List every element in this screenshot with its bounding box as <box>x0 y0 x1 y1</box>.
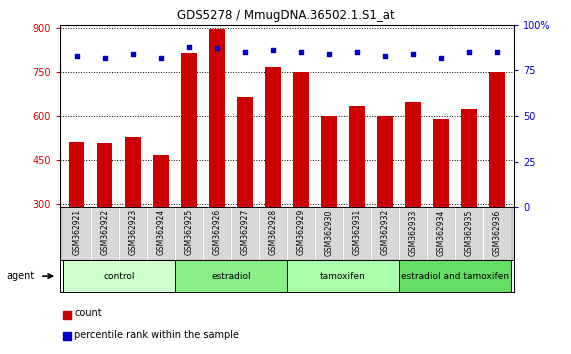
Point <box>184 44 194 50</box>
Text: estradiol: estradiol <box>211 272 251 281</box>
Text: GSM362930: GSM362930 <box>324 209 333 256</box>
Point <box>493 49 502 55</box>
Bar <box>63 311 71 319</box>
Bar <box>69 142 85 207</box>
Bar <box>287 260 399 292</box>
Text: GSM362931: GSM362931 <box>352 209 361 256</box>
Bar <box>316 208 343 259</box>
Text: GSM362926: GSM362926 <box>212 209 222 256</box>
Bar <box>147 208 174 259</box>
Text: GSM362921: GSM362921 <box>73 209 81 255</box>
Bar <box>265 67 280 207</box>
Point <box>240 49 250 55</box>
Bar <box>63 332 71 340</box>
Bar <box>175 208 202 259</box>
Point <box>436 55 445 61</box>
Bar <box>153 155 168 207</box>
Text: percentile rank within the sample: percentile rank within the sample <box>74 330 239 339</box>
Bar <box>63 260 175 292</box>
Text: GSM362934: GSM362934 <box>437 209 445 256</box>
Text: GSM362925: GSM362925 <box>184 209 194 256</box>
Bar <box>372 208 399 259</box>
Bar <box>433 119 449 207</box>
Bar <box>405 102 421 207</box>
Point <box>72 53 81 59</box>
Text: GSM362936: GSM362936 <box>493 209 501 256</box>
Bar <box>209 29 224 207</box>
Bar <box>119 208 146 259</box>
Text: agent: agent <box>7 271 35 281</box>
Text: GSM362929: GSM362929 <box>296 209 305 256</box>
Text: GSM362922: GSM362922 <box>100 209 109 255</box>
Text: GSM362924: GSM362924 <box>156 209 166 256</box>
Bar <box>377 116 393 207</box>
Text: GSM362923: GSM362923 <box>128 209 137 256</box>
Text: control: control <box>103 272 135 281</box>
Text: GSM362927: GSM362927 <box>240 209 250 256</box>
Bar <box>428 208 455 259</box>
Bar <box>125 137 140 207</box>
Bar <box>400 208 427 259</box>
Bar <box>175 260 287 292</box>
Text: GSM362935: GSM362935 <box>465 209 473 256</box>
Bar <box>203 208 230 259</box>
Point <box>156 55 166 61</box>
Point <box>464 49 473 55</box>
Bar <box>344 208 371 259</box>
Bar <box>63 208 90 259</box>
Bar <box>231 208 258 259</box>
Point <box>212 46 222 51</box>
Bar <box>456 208 482 259</box>
Bar <box>259 208 287 259</box>
Text: GSM362933: GSM362933 <box>408 209 417 256</box>
Text: count: count <box>74 308 102 318</box>
Bar <box>97 143 112 207</box>
Bar <box>91 208 118 259</box>
Point <box>128 51 138 57</box>
Point <box>100 55 110 61</box>
Bar <box>287 208 315 259</box>
Point <box>296 49 305 55</box>
Text: GSM362932: GSM362932 <box>380 209 389 256</box>
Bar <box>489 73 505 207</box>
Bar <box>293 72 309 207</box>
Bar <box>237 97 252 207</box>
Point <box>380 53 389 59</box>
Text: estradiol and tamoxifen: estradiol and tamoxifen <box>401 272 509 281</box>
Bar <box>349 105 365 207</box>
Text: GSM362928: GSM362928 <box>268 209 278 255</box>
Text: GDS5278 / MmugDNA.36502.1.S1_at: GDS5278 / MmugDNA.36502.1.S1_at <box>176 9 395 22</box>
Bar <box>461 109 477 207</box>
Bar <box>181 53 196 207</box>
Bar <box>399 260 511 292</box>
Bar <box>321 116 337 207</box>
Bar <box>484 208 510 259</box>
Point <box>324 51 333 57</box>
Point <box>408 51 417 57</box>
Text: tamoxifen: tamoxifen <box>320 272 366 281</box>
Point <box>268 47 278 53</box>
Point <box>352 49 361 55</box>
